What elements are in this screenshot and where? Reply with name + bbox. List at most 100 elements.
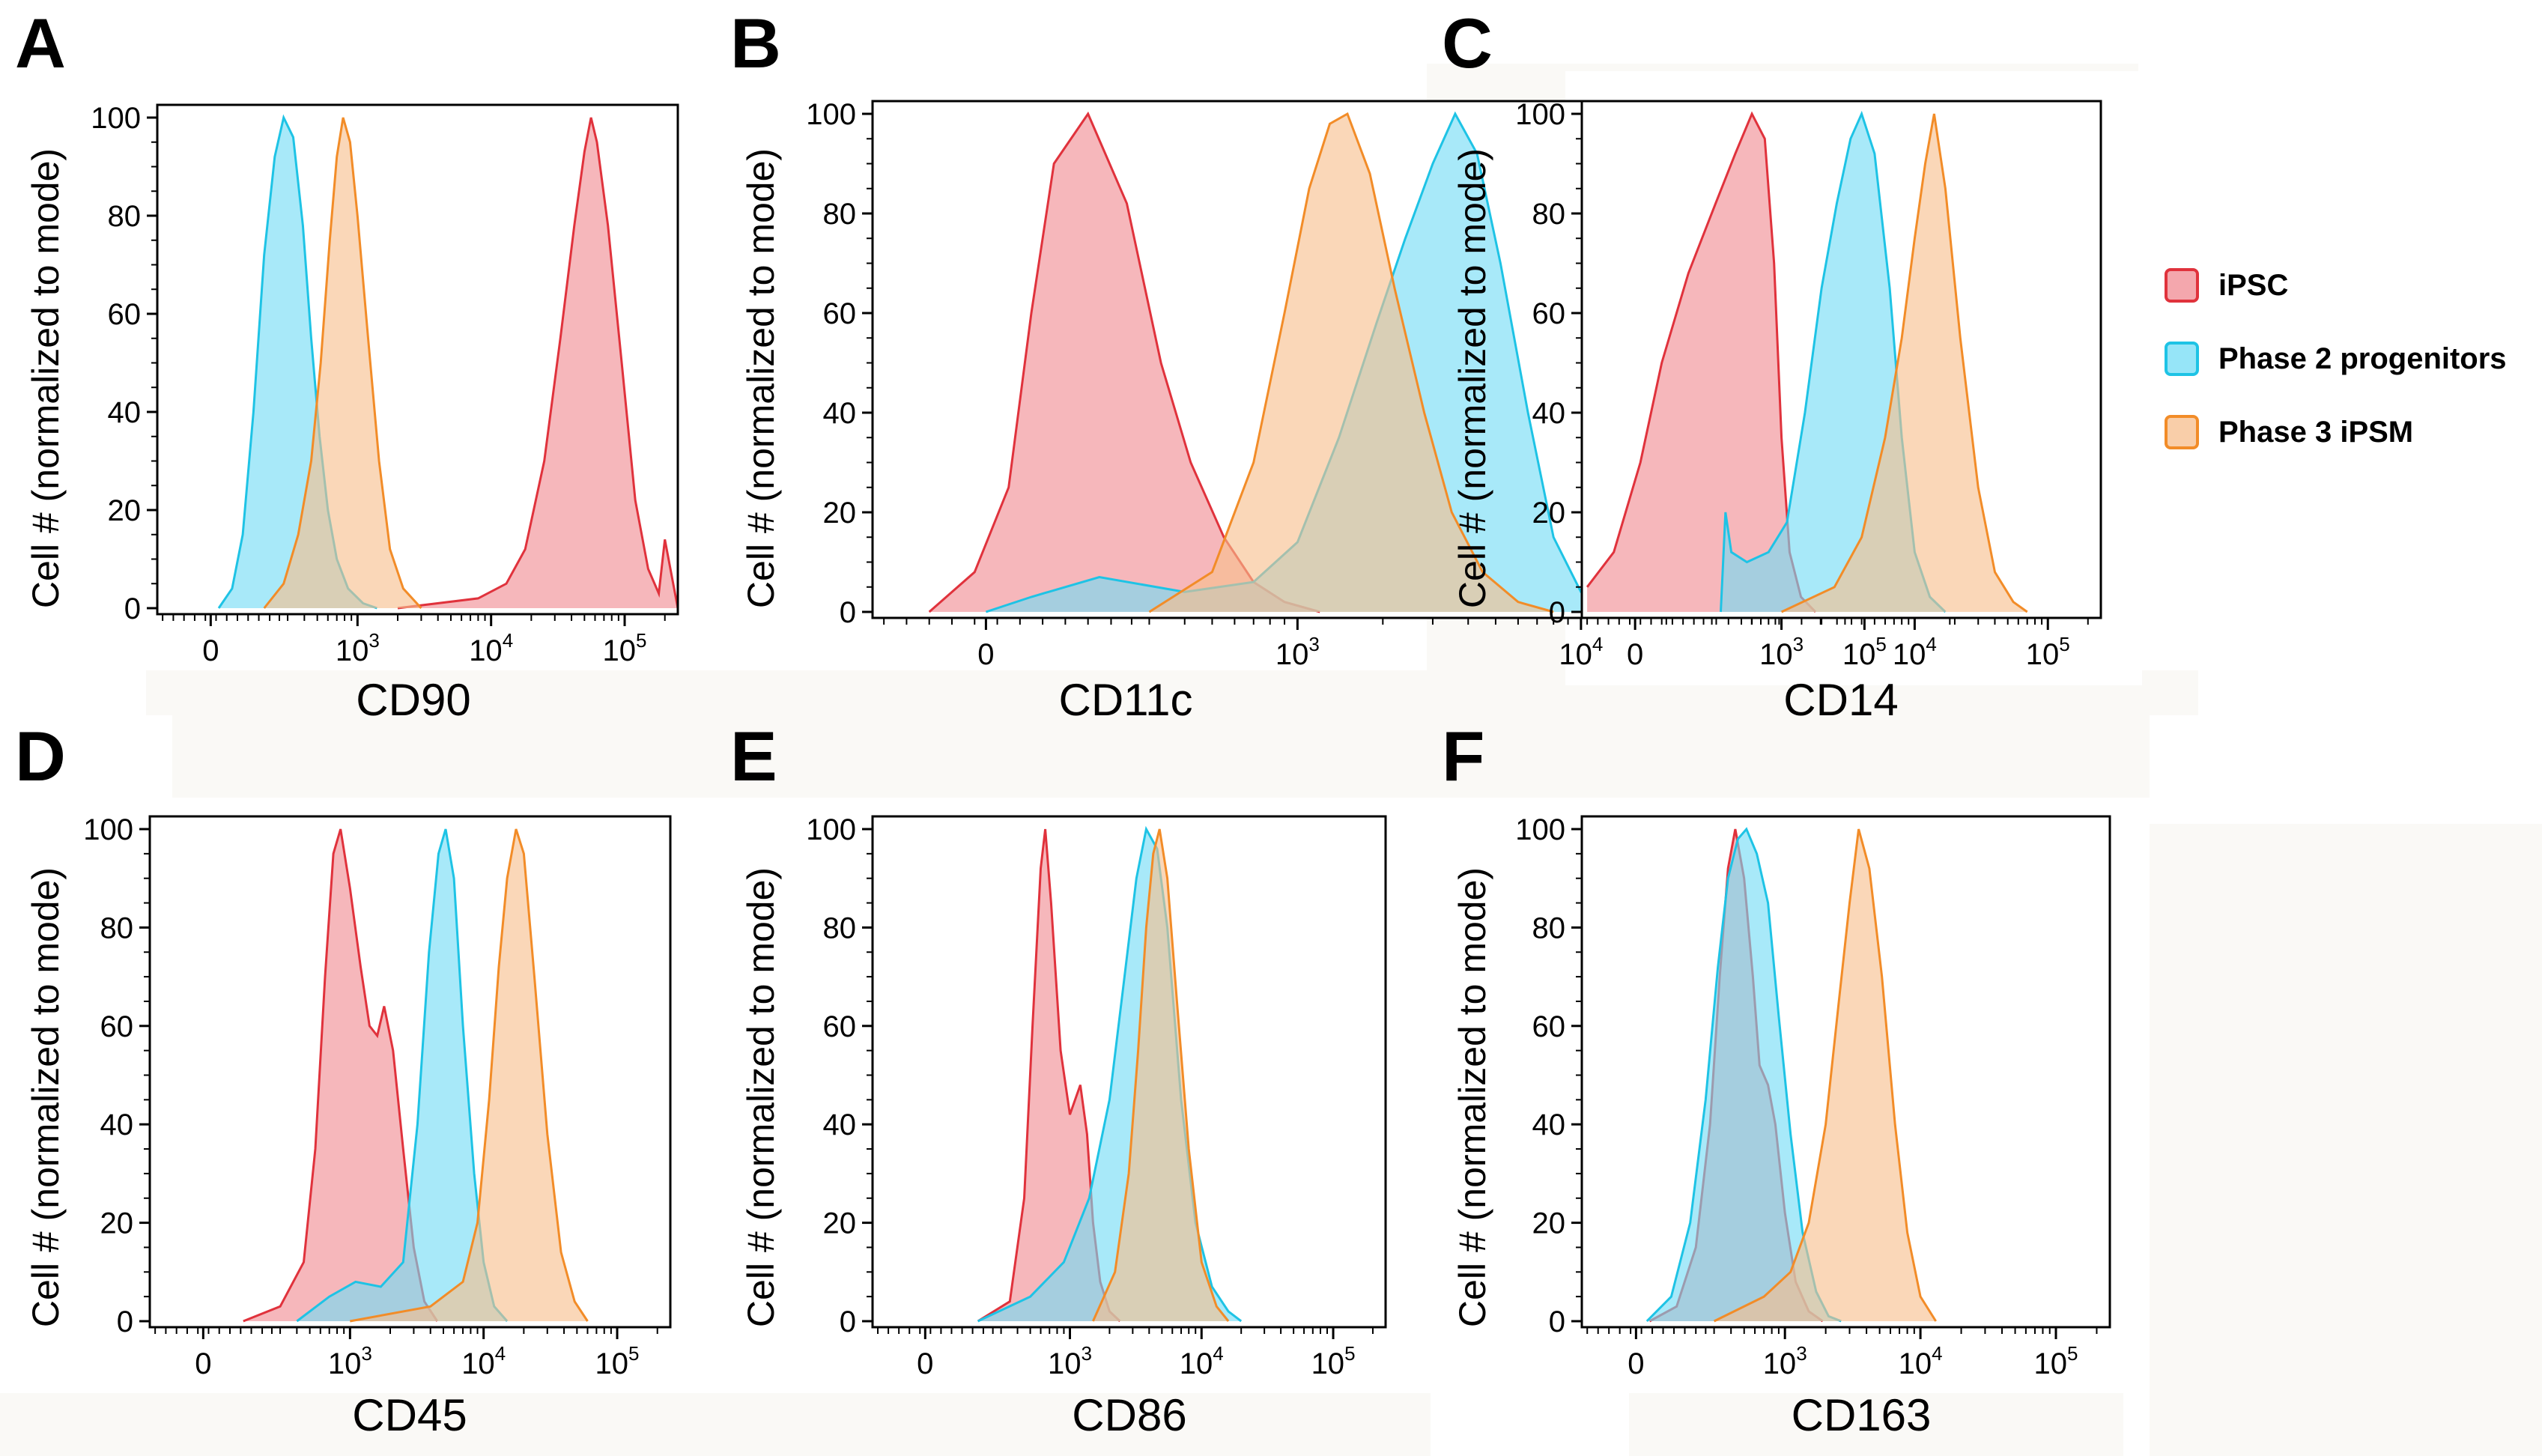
panel-e: E Cell # (normalized to mode) 0 20 40 60 80 100…	[730, 717, 1387, 1440]
histogram-line-ipsc	[243, 828, 439, 1323]
y-tick-label: 20	[1532, 497, 1566, 530]
panel-letter: D	[15, 717, 66, 795]
y-tick-label: 40	[823, 1108, 857, 1141]
y-tick-label: 100	[806, 98, 856, 131]
legend-label: iPSC	[2218, 269, 2288, 302]
y-tick-label: 80	[100, 911, 134, 944]
y-tick-label: 100	[806, 813, 856, 846]
x-tick-label: 0	[977, 638, 994, 671]
histogram-area-phase-3-ipsm	[1781, 114, 2027, 612]
y-tick-label: 20	[108, 494, 142, 527]
x-tick-label: 104	[461, 1342, 506, 1380]
histogram-area-phase-3-ipsm	[1714, 829, 1936, 1321]
y-tick-label: 80	[823, 911, 857, 944]
legend: iPSC Phase 2 progenitors Phase 3 iPSM	[2165, 268, 2507, 449]
y-tick-label: 60	[823, 1010, 857, 1043]
x-tick-label: 0	[1628, 1347, 1644, 1380]
x-tick-label: 103	[1048, 1342, 1092, 1380]
x-tick-label: 104	[469, 629, 513, 667]
y-tick-label: 80	[1532, 911, 1566, 944]
y-tick-label: 0	[840, 596, 856, 629]
y-tick-label: 60	[823, 297, 857, 330]
y-tick-label: 20	[1532, 1207, 1566, 1240]
y-tick-label: 20	[823, 497, 857, 530]
y-tick-label: 60	[100, 1010, 134, 1043]
y-tick-label: 40	[108, 396, 142, 429]
y-tick-label: 80	[108, 200, 142, 233]
legend-label: Phase 3 iPSM	[2218, 416, 2413, 449]
histogram-line-phase-2-progenitors	[977, 825, 1243, 1323]
x-axis-label: CD163	[1792, 1390, 1932, 1440]
histogram-area-ipsc	[977, 829, 1120, 1321]
x-tick-label: 105	[595, 1342, 640, 1380]
y-tick-label: 80	[1532, 198, 1566, 231]
x-axis-label: CD14	[1783, 675, 1898, 725]
background-patch	[172, 715, 2150, 798]
y-tick-label: 40	[823, 397, 857, 430]
histogram-area-phase-2-progenitors	[1646, 829, 1842, 1321]
x-tick-label: 104	[1559, 633, 1603, 671]
x-tick-label: 0	[917, 1347, 933, 1380]
y-tick-label: 0	[124, 592, 141, 625]
y-axis-label: Cell # (normalized to mode)	[740, 148, 782, 608]
x-tick-label: 104	[1893, 633, 1937, 671]
y-tick-label: 100	[91, 102, 141, 135]
x-tick-label: 103	[1763, 1342, 1807, 1380]
background-patch	[1629, 1393, 2123, 1456]
y-tick-label: 60	[108, 298, 142, 331]
y-tick-label: 20	[100, 1207, 134, 1240]
x-tick-label: 103	[336, 629, 380, 667]
y-tick-label: 60	[1532, 297, 1566, 330]
y-axis-label: Cell # (normalized to mode)	[1452, 867, 1493, 1327]
panel-c: C Cell # (normalized to mode) 0 20 40 60 80 100…	[1442, 4, 2102, 725]
x-tick-label: 105	[2026, 633, 2070, 671]
histogram-area-ipsc	[1587, 114, 1816, 612]
plot-frame	[1580, 815, 2111, 1329]
x-tick-label: 104	[1180, 1342, 1224, 1380]
y-tick-label: 40	[1532, 1108, 1566, 1141]
histogram-area-phase-3-ipsm	[1093, 829, 1229, 1321]
y-tick-label: 0	[117, 1305, 133, 1338]
x-tick-label: 105	[603, 629, 647, 667]
y-tick-label: 0	[840, 1305, 856, 1338]
legend-label: Phase 2 progenitors	[2218, 342, 2507, 375]
y-tick-label: 100	[1515, 98, 1565, 131]
panel-letter: A	[15, 4, 66, 82]
y-tick-label: 20	[823, 1207, 857, 1240]
histogram-line-phase-3-ipsm	[1092, 828, 1230, 1322]
histogram-area-phase-2-progenitors	[219, 118, 377, 608]
legend-swatch	[2165, 415, 2199, 449]
x-axis-label: CD45	[352, 1390, 467, 1440]
y-tick-label: 60	[1532, 1010, 1566, 1043]
y-tick-label: 40	[100, 1108, 134, 1141]
histogram-line-phase-3-ipsm	[263, 117, 422, 610]
y-tick-label: 0	[1549, 1305, 1565, 1338]
histogram-line-phase-3-ipsm	[350, 828, 589, 1323]
x-tick-label: 105	[2034, 1342, 2078, 1380]
panel-a: A Cell # (normalized to mode) 0 20 40 60 80 100…	[15, 4, 679, 725]
y-tick-label: 40	[1532, 397, 1566, 430]
y-axis-label: Cell # (normalized to mode)	[25, 148, 67, 608]
legend-swatch	[2165, 342, 2199, 376]
histogram-line-phase-3-ipsm	[1780, 113, 2028, 613]
panel-d: D Cell # (normalized to mode) 0 20 40 60 80 100…	[15, 717, 672, 1440]
histogram-line-ipsc	[397, 117, 679, 610]
x-axis-label: CD11c	[1059, 675, 1193, 725]
plot-frame	[1580, 100, 2102, 619]
plot-frame	[156, 103, 679, 616]
panel-letter: F	[1442, 717, 1484, 795]
histogram-area-ipsc	[929, 114, 1320, 612]
y-tick-label: 100	[1515, 813, 1565, 846]
panel-f: F Cell # (normalized to mode) 0 20 40 60 80 100…	[1442, 717, 2111, 1440]
x-axis-label: CD86	[1072, 1390, 1186, 1440]
x-tick-label: 105	[1842, 633, 1887, 671]
background-patch	[0, 1393, 1431, 1456]
histogram-area-ipsc	[243, 829, 437, 1321]
panel-letter: C	[1442, 4, 1493, 82]
y-tick-label: 80	[823, 198, 857, 231]
histogram-area-phase-3-ipsm	[1149, 114, 1554, 612]
y-axis-label: Cell # (normalized to mode)	[25, 867, 67, 1327]
x-tick-label: 104	[1899, 1342, 1943, 1380]
x-axis-label: CD90	[356, 675, 470, 725]
